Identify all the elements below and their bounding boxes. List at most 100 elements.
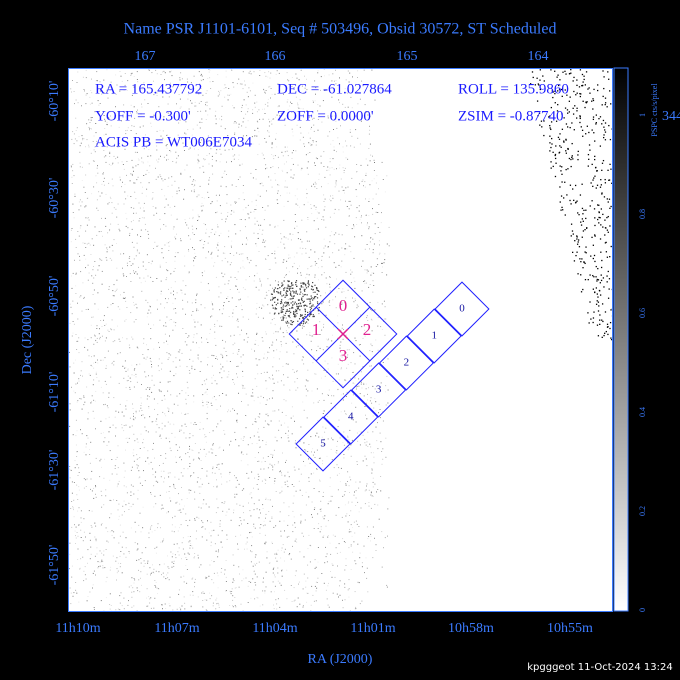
noise-dot <box>153 114 155 116</box>
noise-dot <box>69 425 71 427</box>
noise-dot <box>588 322 590 324</box>
noise-dot <box>355 189 357 191</box>
noise-dot <box>308 298 310 300</box>
noise-dot <box>134 440 136 442</box>
noise-dot <box>294 442 296 444</box>
noise-dot <box>208 506 210 508</box>
noise-dot <box>584 84 586 86</box>
noise-dot <box>375 544 377 546</box>
noise-dot <box>237 326 239 328</box>
noise-dot <box>381 531 383 533</box>
noise-dot <box>180 106 182 108</box>
noise-dot <box>311 451 312 453</box>
noise-dot <box>283 502 285 504</box>
noise-dot <box>75 334 77 335</box>
noise-dot <box>114 416 116 418</box>
noise-dot <box>291 304 294 306</box>
noise-dot <box>110 89 112 91</box>
noise-dot <box>166 269 168 271</box>
noise-dot <box>368 286 370 288</box>
noise-dot <box>223 88 225 89</box>
noise-dot <box>246 548 248 550</box>
noise-dot <box>312 141 314 143</box>
noise-dot <box>299 309 301 311</box>
noise-dot <box>194 491 196 493</box>
noise-dot <box>75 238 77 240</box>
noise-dot <box>242 505 244 507</box>
noise-dot <box>566 109 569 111</box>
noise-dot <box>76 532 78 533</box>
noise-dot <box>365 444 367 446</box>
noise-dot <box>347 436 349 438</box>
noise-dot <box>205 391 207 393</box>
noise-dot <box>144 426 146 428</box>
noise-dot <box>99 565 101 567</box>
noise-dot <box>189 217 191 219</box>
noise-dot <box>233 211 235 213</box>
noise-dot <box>98 111 100 113</box>
noise-dot <box>333 234 335 236</box>
noise-dot <box>307 201 309 203</box>
noise-dot <box>222 308 224 310</box>
noise-dot <box>569 199 571 202</box>
noise-dot <box>152 421 154 422</box>
noise-dot <box>329 300 331 301</box>
noise-dot <box>191 102 193 104</box>
noise-dot <box>106 146 108 148</box>
noise-dot <box>262 581 264 583</box>
noise-dot <box>175 461 177 463</box>
noise-dot <box>343 291 345 293</box>
noise-dot <box>110 328 112 330</box>
noise-dot <box>345 79 347 81</box>
noise-dot <box>265 240 267 242</box>
noise-dot <box>281 490 283 492</box>
noise-dot <box>304 283 307 285</box>
noise-dot <box>255 199 257 201</box>
noise-dot <box>344 599 346 601</box>
noise-dot <box>211 252 213 254</box>
noise-dot <box>254 275 256 277</box>
noise-dot <box>263 468 265 469</box>
noise-dot <box>186 78 188 80</box>
noise-dot <box>166 302 168 304</box>
noise-dot <box>225 514 227 516</box>
noise-dot <box>280 233 282 235</box>
noise-dot <box>298 302 300 305</box>
noise-dot <box>287 109 289 111</box>
noise-dot <box>240 111 242 112</box>
noise-dot <box>282 170 284 172</box>
noise-dot <box>368 133 370 135</box>
noise-dot <box>194 148 195 150</box>
noise-dot <box>573 260 576 262</box>
noise-dot <box>319 347 321 349</box>
noise-dot <box>76 484 78 486</box>
noise-dot <box>249 437 251 439</box>
noise-dot <box>296 305 298 307</box>
noise-dot <box>95 574 96 576</box>
noise-dot <box>184 602 186 604</box>
noise-dot <box>93 343 95 345</box>
noise-dot <box>140 397 142 399</box>
noise-dot <box>217 224 218 226</box>
noise-dot <box>243 199 245 201</box>
noise-dot <box>297 102 298 104</box>
noise-dot <box>85 247 87 248</box>
noise-dot <box>90 324 92 326</box>
noise-dot <box>117 146 118 148</box>
noise-dot <box>315 209 317 210</box>
noise-dot <box>105 403 106 405</box>
noise-dot <box>594 260 596 263</box>
noise-dot <box>378 188 379 190</box>
noise-dot <box>78 467 80 469</box>
noise-dot <box>130 141 132 143</box>
noise-dot <box>145 173 147 175</box>
noise-dot <box>604 182 607 184</box>
noise-dot <box>75 247 77 248</box>
noise-dot <box>199 371 201 372</box>
noise-dot <box>254 106 256 108</box>
noise-dot <box>601 303 604 305</box>
noise-dot <box>160 176 162 178</box>
noise-dot <box>133 207 135 209</box>
noise-dot <box>243 267 245 269</box>
noise-dot <box>162 507 164 509</box>
